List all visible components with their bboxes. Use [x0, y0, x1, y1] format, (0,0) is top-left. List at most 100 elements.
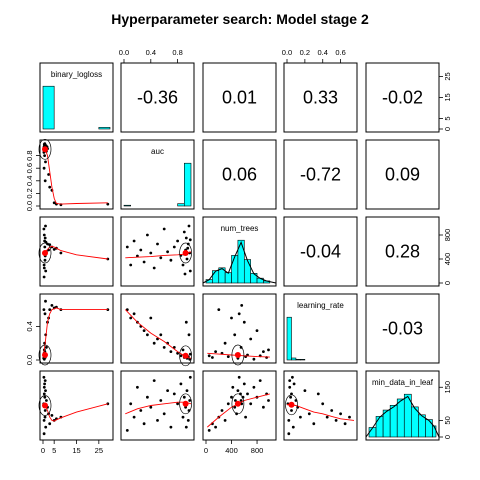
data-point: [42, 375, 46, 379]
data-point: [179, 382, 183, 386]
panel-1-2: [202, 139, 277, 210]
data-point: [142, 260, 146, 264]
correlation-ellipse: [179, 242, 192, 264]
correlation-value: -0.04: [300, 242, 341, 262]
data-point: [233, 333, 237, 337]
tick-label: 0: [204, 446, 208, 455]
density-line: [202, 241, 277, 284]
histogram-bar: [42, 85, 55, 130]
data-point: [44, 269, 48, 273]
correlation-ellipse: [231, 393, 245, 415]
data-point: [44, 389, 47, 392]
panel-frame: [283, 139, 358, 210]
tick-label: 0.0: [119, 48, 129, 57]
data-point: [50, 304, 54, 307]
data-point: [43, 409, 47, 412]
data-point: [183, 272, 187, 276]
data-point: [223, 419, 227, 422]
data-point: [172, 392, 176, 396]
panel-1-1: [120, 139, 195, 210]
correlation-value: -0.36: [137, 88, 178, 108]
data-point: [136, 254, 139, 258]
scatter-2-1: [125, 224, 192, 276]
data-point: [252, 357, 256, 361]
tick-label: 25: [95, 446, 103, 455]
data-point: [239, 399, 243, 402]
panel-3-1: [120, 293, 195, 364]
tick-label: 0.4: [25, 321, 34, 331]
data-point: [43, 379, 47, 382]
correlation-value: 0.06: [222, 165, 257, 185]
panel-frame: [120, 62, 195, 133]
data-point: [299, 415, 302, 419]
tick-label: 0.6: [25, 163, 34, 173]
data-point: [287, 419, 291, 422]
histogram-min_data_in_leaf: min_data_in_leaf: [365, 378, 440, 438]
panel-frame: [365, 62, 440, 133]
data-point: [249, 337, 253, 341]
data-point: [156, 419, 159, 422]
data-point: [129, 316, 133, 320]
data-point: [184, 236, 188, 240]
scatter-1-0: [38, 138, 110, 207]
data-point: [149, 316, 153, 320]
tick-label: 0.8: [25, 150, 34, 160]
data-point: [288, 379, 292, 382]
panel-2-1: [120, 216, 195, 287]
data-point: [226, 355, 230, 358]
data-point: [159, 333, 163, 337]
data-point: [48, 308, 52, 311]
data-point: [181, 263, 185, 267]
data-point: [169, 258, 173, 262]
panel-1-3: [283, 139, 358, 210]
data-point: [42, 419, 46, 422]
data-point: [343, 422, 347, 426]
histogram-bar: [425, 419, 433, 438]
data-point: [152, 379, 156, 382]
data-point: [42, 275, 46, 279]
data-point: [207, 354, 211, 358]
data-point: [187, 333, 191, 337]
data-point: [132, 239, 136, 243]
data-point: [162, 346, 166, 349]
data-point: [44, 224, 47, 228]
data-point: [267, 399, 270, 402]
data-point: [43, 415, 47, 419]
data-point: [159, 399, 163, 402]
data-point: [42, 432, 46, 436]
tick-label: 0.4: [318, 48, 328, 57]
data-point: [182, 395, 186, 399]
data-point: [207, 429, 211, 432]
center-point: [42, 352, 48, 358]
chart-title: Hyperparameter search: Model stage 2: [111, 11, 369, 27]
data-point: [43, 236, 47, 240]
correlation-ellipse: [38, 242, 52, 264]
panel-3-3: [283, 293, 358, 364]
data-point: [162, 412, 166, 416]
data-point: [42, 263, 46, 267]
data-point: [185, 389, 189, 392]
data-point: [307, 412, 311, 416]
data-point: [176, 402, 180, 406]
data-point: [188, 399, 192, 402]
panel-frame: [202, 62, 277, 133]
data-point: [214, 350, 218, 353]
correlation-value: 0.01: [222, 88, 257, 108]
panel-4-1: [120, 370, 195, 441]
data-point: [321, 402, 325, 406]
correlation-value: 0.33: [303, 88, 338, 108]
tick-label: 0.0: [25, 355, 34, 365]
data-point: [42, 227, 46, 231]
data-point: [291, 375, 294, 379]
data-point: [176, 239, 180, 243]
panel-2-3: [283, 216, 358, 287]
histogram-bar: [389, 405, 398, 438]
data-point: [132, 312, 136, 316]
data-point: [339, 412, 342, 416]
scatter-2-0: [38, 224, 110, 279]
scatter-4-1: [125, 375, 192, 432]
data-point: [188, 375, 192, 379]
center-point: [288, 401, 295, 408]
panel-grid: -0.36 0.01 0.33 -0.02 0.06 -0.72 0.09 -0.04 0.28…: [38, 62, 440, 441]
tick-label: 50: [443, 416, 452, 424]
